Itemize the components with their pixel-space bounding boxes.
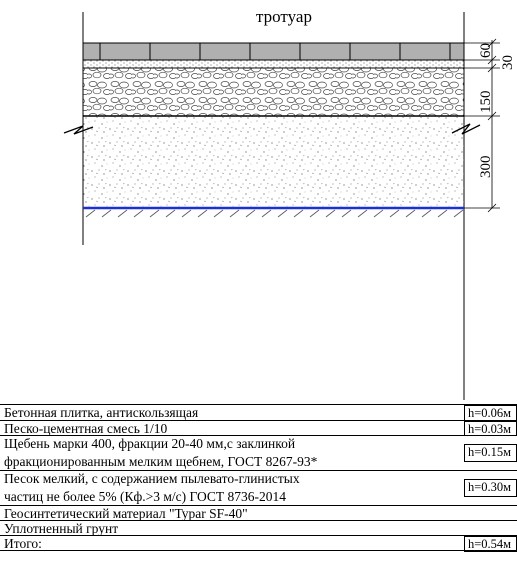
- right-break-mark: [451, 123, 481, 135]
- dimension-300: 300: [478, 156, 494, 179]
- layer-thickness: h=0.54м: [468, 537, 512, 551]
- dimension-150: 150: [478, 91, 494, 114]
- dimension-60: 60: [478, 43, 494, 58]
- layer-thickness-box: h=0.30м: [464, 479, 517, 497]
- layer-name: частиц не более 5% (Кф.>3 м/с) ГОСТ 8736…: [4, 489, 287, 504]
- layer-name: Уплотненный грунт: [4, 521, 119, 536]
- dimension-lines: [464, 38, 500, 213]
- layer-thickness-box: h=0.15м: [464, 444, 517, 462]
- layer-name: Бетонная плитка, антискользящая: [4, 405, 199, 420]
- layer-name: Щебень марки 400, фракции 20-40 мм,с зак…: [4, 436, 296, 451]
- layer-thickness: h=0.03м: [468, 422, 512, 436]
- layer-row: Бетонная плитка, антискользящая h=0.06м: [0, 404, 517, 421]
- sand-layer: [83, 116, 464, 208]
- layer-row: Песок мелкий, с содержанием пылевато-гли…: [0, 470, 517, 505]
- layer-row: Щебень марки 400, фракции 20-40 мм,с зак…: [0, 435, 517, 470]
- gravel-layer: [82, 67, 465, 117]
- layer-row: Песко-цементная смесь 1/10 h=0.03м: [0, 420, 517, 436]
- left-break-mark: [63, 125, 94, 135]
- layer-name: Песко-цементная смесь 1/10: [4, 421, 168, 436]
- layer-thickness: h=0.30м: [468, 480, 512, 494]
- layer-thickness-box: h=0.03м: [464, 421, 517, 436]
- layer-thickness-box: h=0.54м: [464, 536, 517, 552]
- section-title: тротуар: [256, 7, 312, 26]
- tile-layer: [82, 42, 465, 61]
- layer-row: Геосинтетический материал "Typar SF-40": [0, 505, 517, 521]
- pavement-section-drawing: тротуар 60 30 150 300: [63, 7, 516, 400]
- layer-row: Итого: h=0.54м: [0, 535, 517, 552]
- layer-thickness: h=0.06м: [468, 406, 512, 420]
- layer-row: Уплотненный грунт: [0, 520, 517, 536]
- layer-thickness-box: h=0.06м: [464, 405, 517, 421]
- layer-name: Итого:: [4, 536, 42, 551]
- layer-name: фракционированным мелким щебнем, ГОСТ 82…: [4, 454, 318, 469]
- layer-name: Геосинтетический материал "Typar SF-40": [4, 506, 248, 521]
- soil-hatch: [85, 209, 464, 218]
- dimension-30: 30: [500, 55, 516, 70]
- layer-name: Песок мелкий, с содержанием пылевато-гли…: [4, 471, 300, 486]
- layer-thickness: h=0.15м: [468, 445, 512, 459]
